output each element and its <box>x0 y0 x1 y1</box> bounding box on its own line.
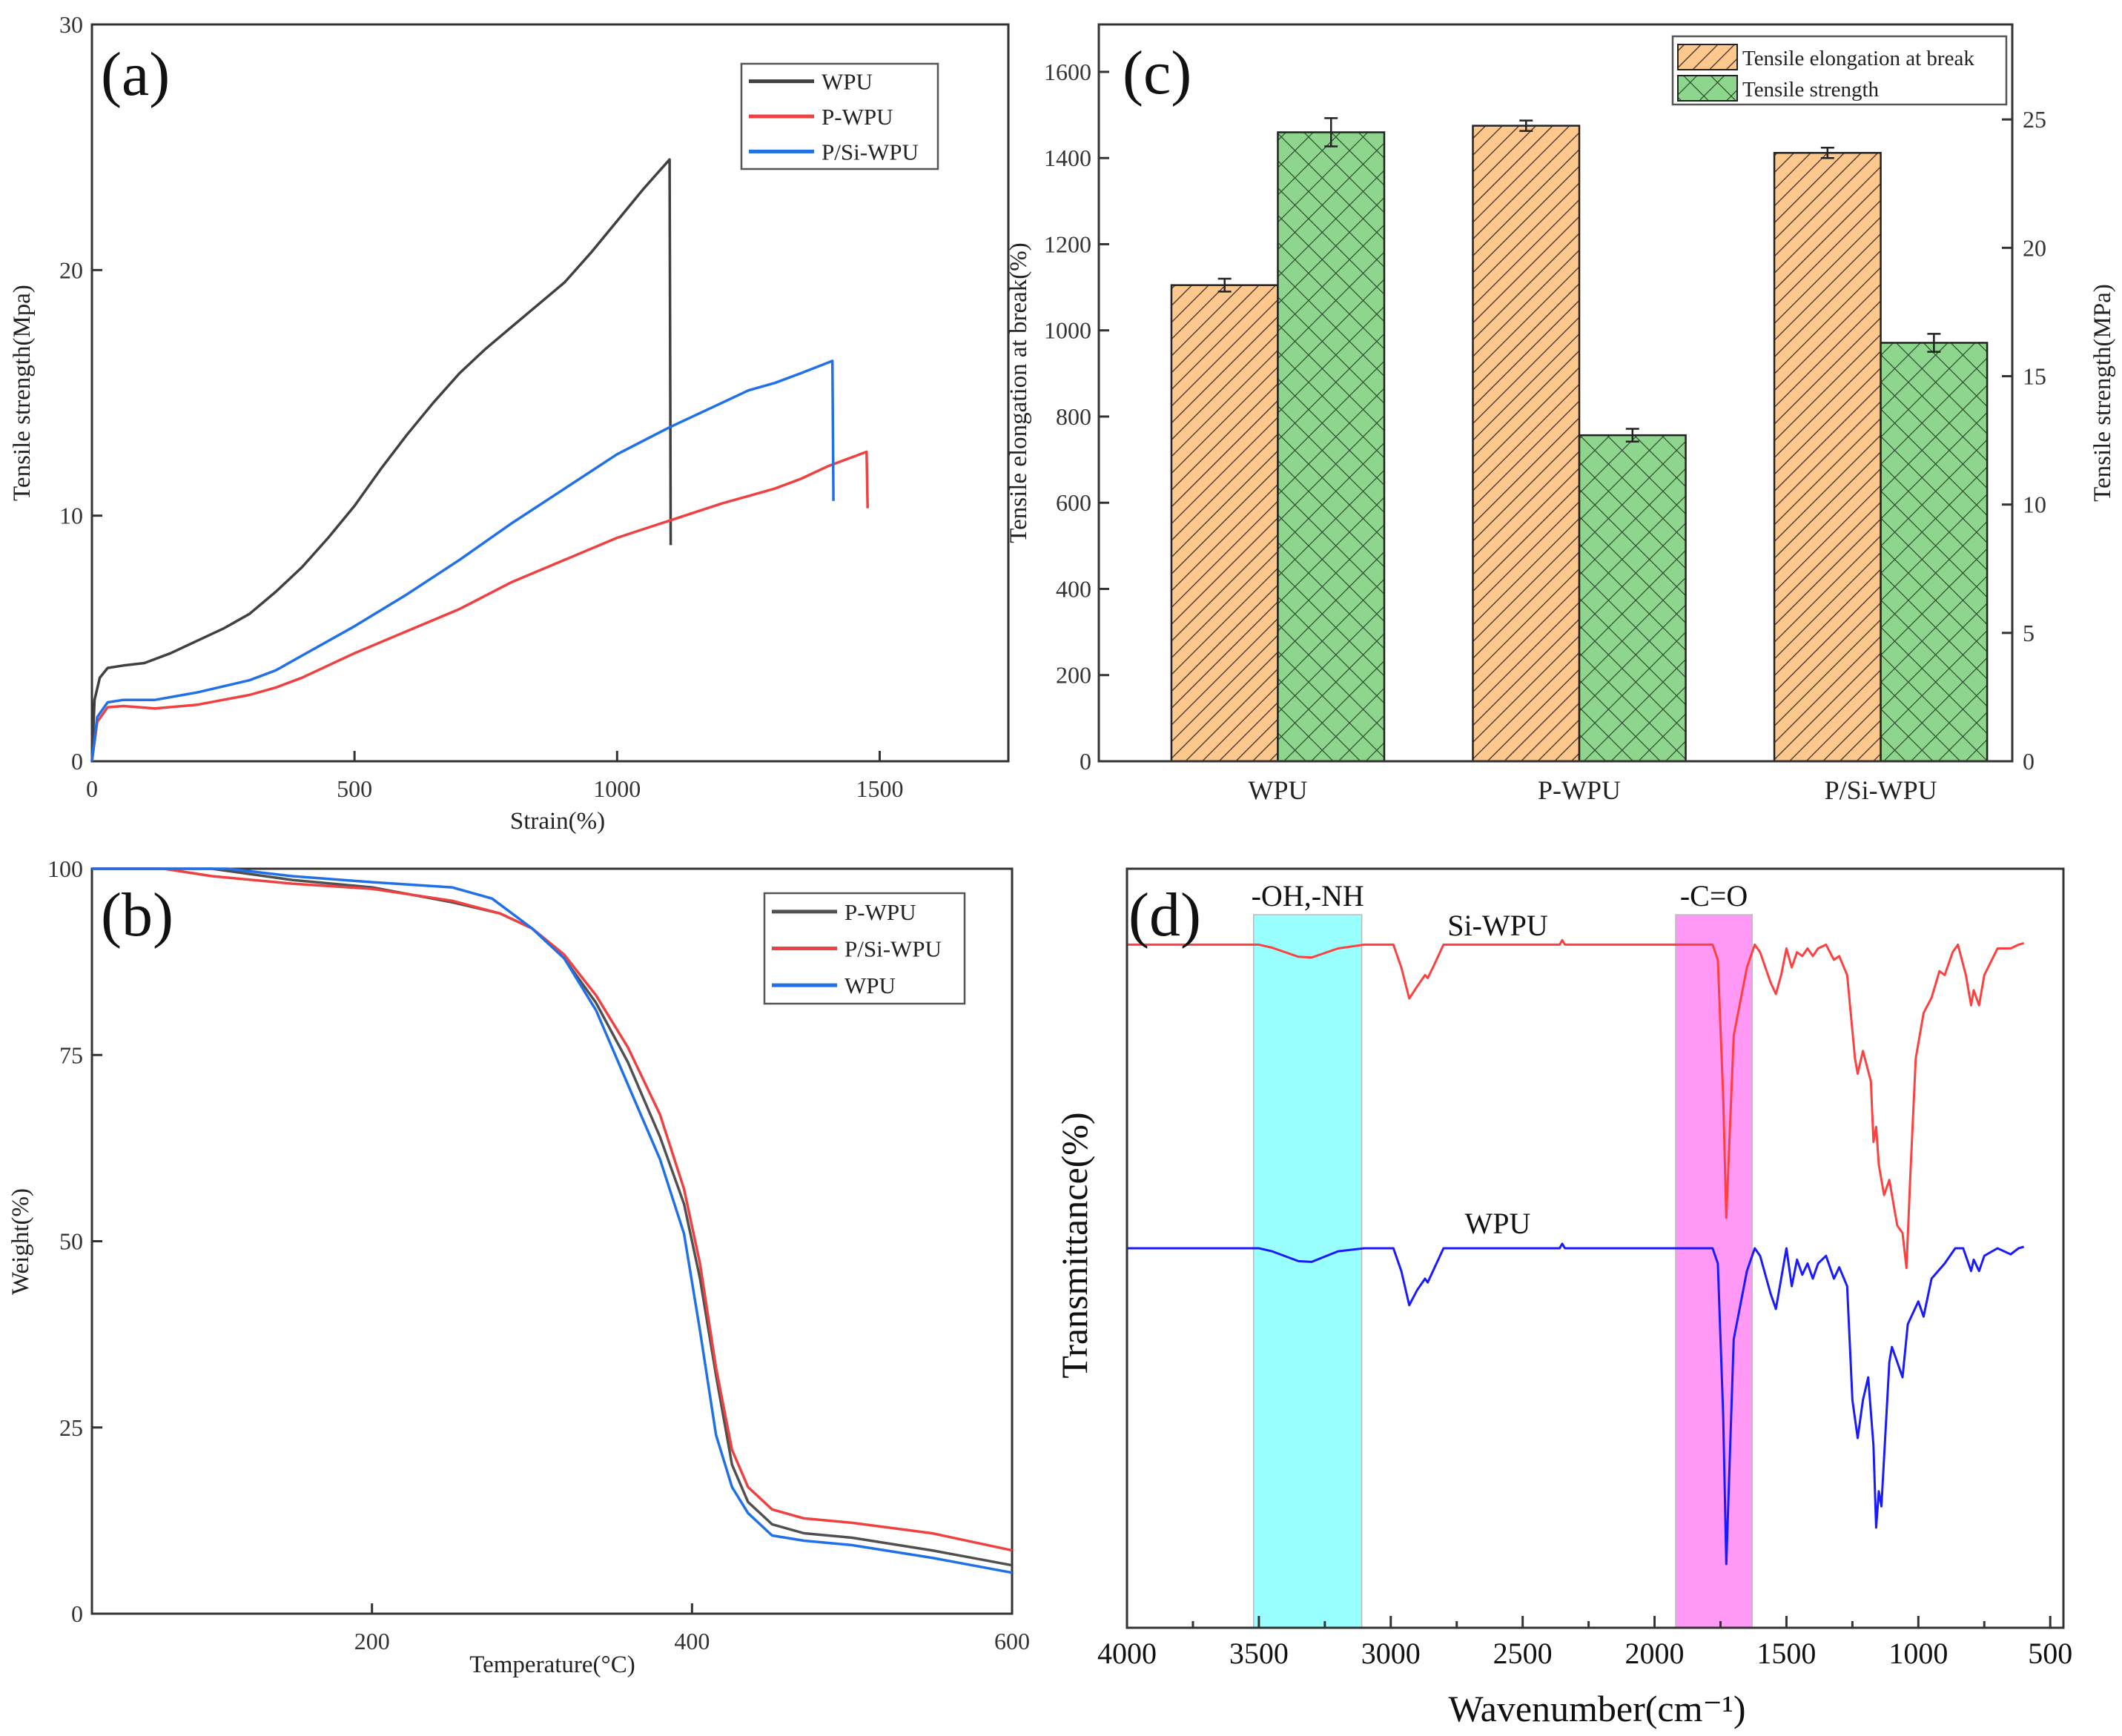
x-tick-label: 2000 <box>1625 1637 1685 1670</box>
series-line-wpu <box>1127 1242 2025 1566</box>
plot-frame <box>1126 867 2065 1629</box>
legend-label: P-WPU <box>822 104 893 130</box>
category-label: P/Si-WPU <box>1825 775 1937 805</box>
x-tick-label: 600 <box>994 1628 1030 1654</box>
legend-label: Tensile strength <box>1742 78 1880 102</box>
legend-swatch <box>1677 44 1738 70</box>
x-tick-label: 500 <box>2028 1637 2072 1670</box>
y2-tick-label: 15 <box>2023 362 2046 389</box>
x-axis-title: Strain(%) <box>510 808 605 835</box>
legend-label: Tensile elongation at break <box>1742 47 1974 70</box>
elongation-bar <box>1170 284 1279 763</box>
error-bar <box>1927 333 1941 353</box>
series-line-p-si-wpu <box>92 867 1013 1552</box>
legend-label: P/Si-WPU <box>844 936 942 962</box>
y2-tick-label: 5 <box>2023 620 2035 646</box>
strength-bar <box>1880 342 1989 763</box>
legend-label: WPU <box>844 973 896 998</box>
highlight-band <box>1253 914 1363 1629</box>
y-tick-label: 1400 <box>1044 145 1091 171</box>
elongation-bar <box>1773 151 1882 763</box>
series-line-wpu <box>90 158 672 762</box>
x-tick-label: 3000 <box>1361 1637 1421 1670</box>
highlight-band <box>1675 914 1753 1629</box>
y-tick-label: 800 <box>1056 403 1091 430</box>
legend-label: WPU <box>822 69 873 95</box>
strength-bar <box>1277 131 1386 763</box>
panel-label: (b) <box>101 881 173 950</box>
panel-b-tga-curves: 200 400 600 0 25 50 75 100 Temperature(°C) Weight… <box>7 855 1030 1678</box>
legend-label: P/Si-WPU <box>822 139 919 165</box>
series-line-p-wpu <box>90 450 869 762</box>
error-bar <box>1519 119 1533 132</box>
panel-label: (c) <box>1123 39 1191 107</box>
x-tick-label: 500 <box>337 775 372 802</box>
x-tick-label: 0 <box>86 775 98 802</box>
x-tick-label: 200 <box>354 1628 390 1654</box>
x-axis-title: Wavenumber(cm⁻¹) <box>1448 1688 1745 1729</box>
x-tick-label: 2500 <box>1493 1637 1553 1670</box>
x-tick-label: 1500 <box>856 775 903 802</box>
legend-swatch <box>1677 75 1738 102</box>
elongation-bar <box>1472 125 1581 763</box>
y-tick-label: 25 <box>59 1414 83 1441</box>
error-bar <box>1217 277 1232 293</box>
y-tick-label: 1000 <box>1044 317 1091 344</box>
x-axis-title: Temperature(°C) <box>469 1651 635 1678</box>
y-tick-label: 75 <box>59 1041 83 1068</box>
y-tick-label: 400 <box>1056 575 1091 602</box>
y2-axis-title: Tensile strength(MPa) <box>2089 284 2116 502</box>
y-tick-label: 20 <box>59 256 83 283</box>
y-tick-label: 600 <box>1056 489 1091 516</box>
y2-tick-label: 0 <box>2023 748 2035 775</box>
panel-c-bar-chart: 0 200 400 600 800 1000 1200 1400 1600 0 5 10 15 20 25 W… <box>1005 23 2116 805</box>
x-tick-label: 1000 <box>593 775 641 802</box>
error-bar <box>1324 117 1338 148</box>
y-tick-label: 30 <box>59 11 83 38</box>
series-label: Si-WPU <box>1447 909 1548 942</box>
series-label: WPU <box>1465 1207 1531 1240</box>
panel-a-tensile-curves: 0 500 1000 1500 0 10 20 30 Strain(%) Tensile stre… <box>9 11 1010 835</box>
strength-bar <box>1578 434 1687 763</box>
plot-frame <box>1097 23 2014 763</box>
y-axis-title: Transmittance(%) <box>1054 1112 1095 1378</box>
y-tick-label: 200 <box>1056 662 1091 689</box>
y-tick-label: 1200 <box>1044 231 1091 257</box>
error-bar <box>1820 146 1834 159</box>
x-tick-label: 400 <box>674 1628 710 1654</box>
y-tick-label: 50 <box>59 1228 83 1255</box>
category-label: WPU <box>1248 775 1307 805</box>
panel-d-ftir-spectra: -OH,-NH -C=O 4000 3500 3000 2500 2000 1500 1000 5… <box>1054 867 2072 1729</box>
y2-tick-label: 10 <box>2023 491 2046 518</box>
y2-tick-label: 20 <box>2023 234 2046 261</box>
y-tick-label: 0 <box>1080 748 1091 775</box>
error-bar <box>1625 428 1639 443</box>
band-label: -OH,-NH <box>1252 879 1364 912</box>
x-tick-label: 3500 <box>1229 1637 1289 1670</box>
plot-frame <box>90 23 1010 763</box>
band-label: -C=O <box>1680 879 1748 912</box>
y-tick-label: 0 <box>71 1600 83 1627</box>
x-tick-label: 1000 <box>1888 1637 1948 1670</box>
y-tick-label: 1600 <box>1044 59 1091 85</box>
y-tick-label: 10 <box>59 503 83 529</box>
series-line-p-si-wpu <box>90 360 835 762</box>
x-tick-label: 4000 <box>1097 1637 1157 1670</box>
y2-tick-label: 25 <box>2023 106 2046 133</box>
y-axis-title: Tensile elongation at break(%) <box>1005 242 1032 543</box>
panel-label: (d) <box>1128 881 1201 950</box>
series-line-si-wpu <box>1127 938 2025 1270</box>
legend-label: P-WPU <box>844 899 916 925</box>
y-tick-label: 0 <box>71 748 83 775</box>
y-tick-label: 100 <box>47 855 83 882</box>
panel-label: (a) <box>101 40 170 109</box>
y-axis-title: Weight(%) <box>7 1188 34 1295</box>
y-axis-title: Tensile strength(Mpa) <box>9 285 36 501</box>
x-tick-label: 1500 <box>1756 1637 1816 1670</box>
series-line-wpu <box>92 867 1013 1574</box>
category-label: P-WPU <box>1538 775 1621 805</box>
